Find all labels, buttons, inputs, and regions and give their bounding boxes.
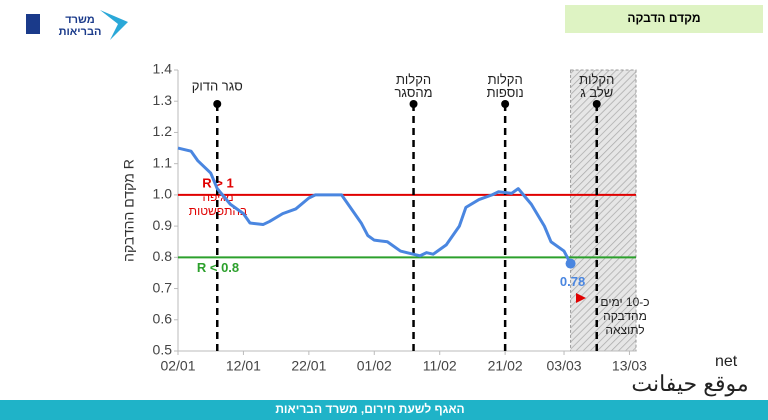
- y-tick-label: 1.4: [153, 61, 173, 77]
- header-box: [565, 5, 763, 33]
- y-tick-label: 0.9: [153, 217, 173, 233]
- event-label: הקלות: [579, 72, 614, 87]
- y-tick-label: 1.1: [153, 154, 173, 170]
- y-tick-label: 1.0: [153, 186, 173, 202]
- note-text: לתוצאה: [605, 323, 644, 337]
- event-dot: [213, 100, 222, 108]
- x-tick-label: 13/03: [612, 358, 647, 374]
- logo-text: הבריאות: [59, 26, 102, 38]
- plot: 0.5 0.6 0.7 0.8 0.9 1.0 1.1 1.2 1.3 1.4 02/01 12/01…: [121, 61, 650, 374]
- logo-star: [100, 10, 128, 40]
- watermark: موقع حيفانت: [631, 371, 748, 397]
- event-dot: [592, 100, 601, 108]
- footer-text: האגף לשעת חירום, משרד הבריאות: [275, 402, 464, 416]
- footer-bar: [0, 400, 768, 420]
- reference-label: R < 0.8: [197, 260, 239, 275]
- note-arrow: [576, 293, 586, 303]
- x-tick-label: 01/02: [357, 358, 392, 374]
- x-tick-label: 22/01: [291, 358, 326, 374]
- event-label: נוספות: [487, 85, 524, 100]
- event-label: הקלות: [396, 72, 431, 87]
- note-text: מהדבקה: [603, 309, 647, 323]
- event-dot: [409, 100, 418, 108]
- event-label: מהסגר: [394, 85, 432, 100]
- note-text: כ-10 ימים: [600, 295, 649, 309]
- logo-emblem: [26, 14, 40, 34]
- event-dot: [501, 100, 510, 108]
- logo-text: משרד: [65, 14, 94, 26]
- x-tick-label: 21/02: [488, 358, 523, 374]
- watermark: net: [715, 353, 738, 370]
- x-tick-label: 11/02: [423, 358, 457, 374]
- x-tick-label: 12/01: [226, 358, 261, 374]
- header-title: מקדם הדבקה: [627, 11, 700, 25]
- y-tick-label: 0.5: [153, 342, 173, 358]
- y-tick-label: 1.2: [153, 123, 173, 139]
- end-point: [565, 258, 576, 269]
- forecast-shade: [570, 69, 637, 352]
- end-value-label: 0.78: [560, 274, 585, 289]
- x-tick-label: 03/03: [547, 358, 582, 374]
- event-label: הקלות: [488, 72, 523, 87]
- series-line: [177, 146, 572, 265]
- y-tick-label: 0.7: [153, 279, 173, 295]
- x-tick-label: 02/01: [160, 358, 195, 374]
- logo: משרד הבריאות: [26, 10, 128, 40]
- event-label: סגר הדוק: [192, 78, 243, 93]
- event-label: שלב ג: [580, 85, 613, 100]
- y-tick-label: 1.3: [153, 92, 173, 108]
- y-tick-label: 0.6: [153, 310, 173, 326]
- y-axis-label: מקדם ההדבקה R: [121, 159, 137, 262]
- y-tick-label: 0.8: [153, 248, 173, 264]
